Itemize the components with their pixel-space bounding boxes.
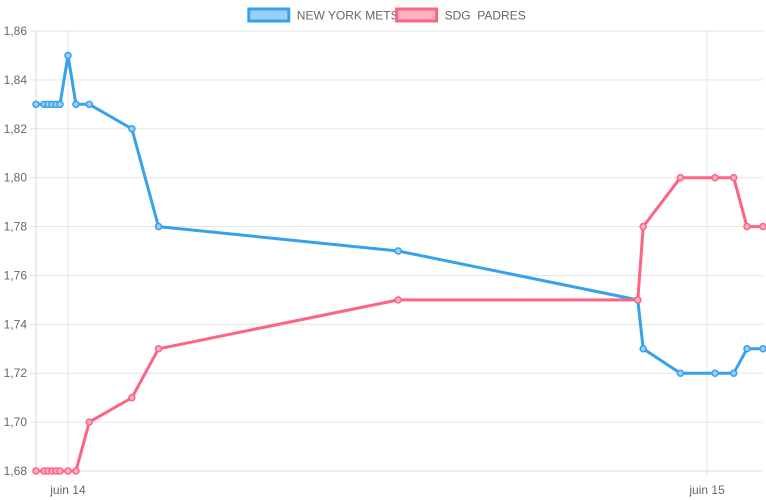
data-point[interactable] <box>394 247 402 255</box>
axes: 1,68 1,70 1,72 1,74 1,76 1,78 1,80 1,82 1,84 1,86… <box>4 24 763 497</box>
data-point[interactable] <box>639 222 647 231</box>
y-tick-label: 1,82 <box>4 122 28 136</box>
series <box>32 51 766 475</box>
legend-label: SDG PADRES <box>445 9 526 23</box>
data-point[interactable] <box>711 173 719 182</box>
x-tick-label: juin 14 <box>49 483 86 497</box>
y-tick-label: 1,84 <box>4 73 28 87</box>
data-point[interactable] <box>676 369 685 377</box>
y-tick-label: 1,78 <box>4 220 28 234</box>
data-point[interactable] <box>154 222 163 231</box>
data-point[interactable] <box>759 222 766 231</box>
data-point[interactable] <box>676 173 685 182</box>
y-tick-label: 1,68 <box>4 464 28 478</box>
data-point[interactable] <box>154 345 163 353</box>
grid <box>30 30 763 477</box>
data-point[interactable] <box>64 467 72 475</box>
legend-item[interactable]: NEW YORK METS <box>247 7 399 23</box>
data-point[interactable] <box>32 100 40 109</box>
data-point[interactable] <box>85 100 94 109</box>
y-tick-label: 1,74 <box>4 317 28 331</box>
data-point[interactable] <box>743 222 751 231</box>
data-point[interactable] <box>743 345 751 353</box>
legend-label: NEW YORK METS <box>297 9 399 23</box>
y-tick-label: 1,76 <box>4 268 28 282</box>
data-point[interactable] <box>639 345 647 353</box>
data-point[interactable] <box>759 345 766 353</box>
series-new-york-mets <box>32 51 766 377</box>
data-point[interactable] <box>72 100 80 109</box>
legend-swatch <box>247 7 291 23</box>
series-sdg-padres <box>32 173 766 475</box>
y-tick-label: 1,86 <box>4 24 28 38</box>
data-point[interactable] <box>56 100 64 109</box>
data-point[interactable] <box>729 369 738 377</box>
data-point[interactable] <box>85 418 94 426</box>
data-point[interactable] <box>711 369 719 377</box>
data-point[interactable] <box>128 125 136 133</box>
data-point[interactable] <box>72 467 80 475</box>
y-tick-label: 1,70 <box>4 415 28 429</box>
data-point[interactable] <box>128 393 136 402</box>
data-point[interactable] <box>56 467 64 475</box>
data-point[interactable] <box>729 173 738 182</box>
data-point[interactable] <box>634 296 642 304</box>
data-point[interactable] <box>32 467 40 475</box>
legend-swatch <box>395 7 439 23</box>
data-point[interactable] <box>394 296 402 304</box>
x-tick-label: juin 15 <box>688 483 725 497</box>
data-point[interactable] <box>64 51 72 60</box>
y-tick-label: 1,72 <box>4 366 28 380</box>
legend[interactable]: NEW YORK METS SDG PADRES <box>247 7 526 23</box>
y-tick-label: 1,80 <box>4 171 28 185</box>
legend-item[interactable]: SDG PADRES <box>395 7 526 23</box>
